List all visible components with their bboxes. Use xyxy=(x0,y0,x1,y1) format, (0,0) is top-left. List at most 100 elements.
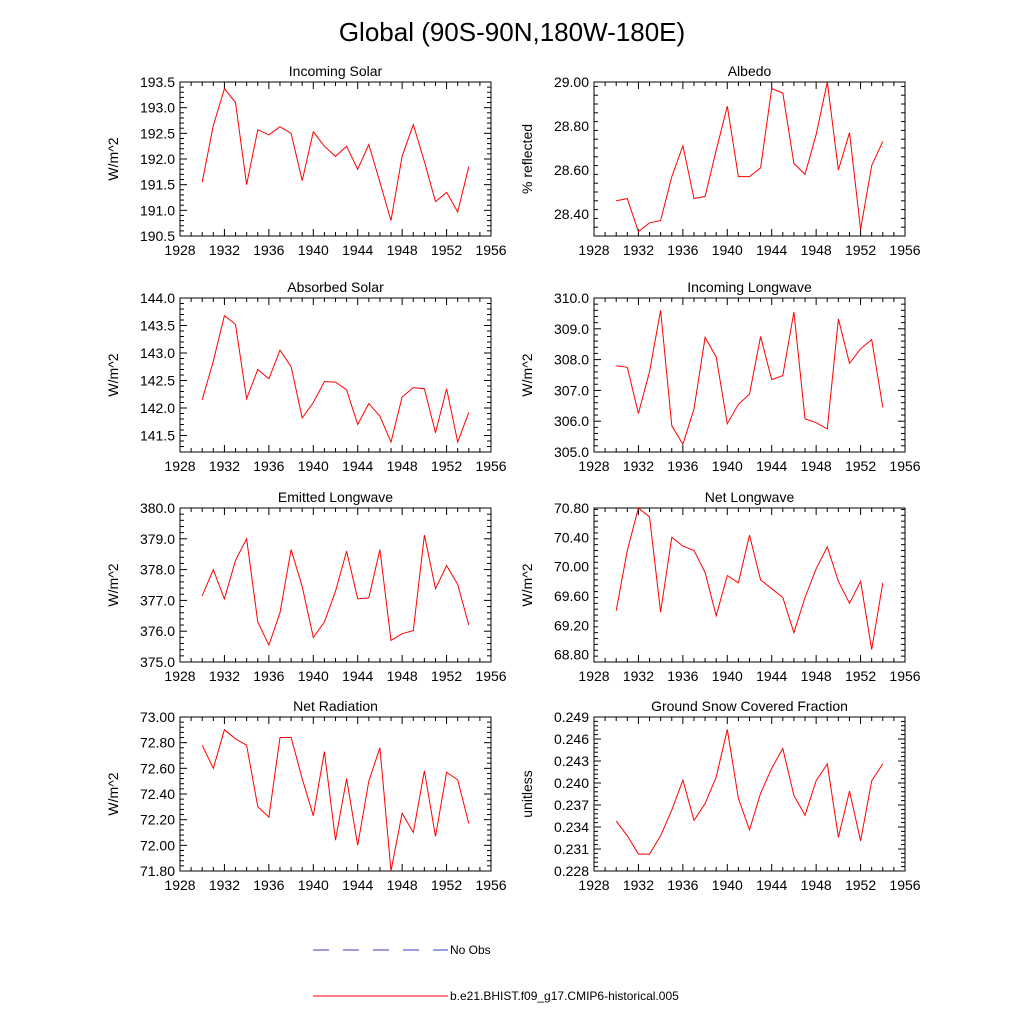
x-tick-label: 1944 xyxy=(342,458,373,474)
panel-title: Net Longwave xyxy=(705,489,795,505)
panel-title: Emitted Longwave xyxy=(278,489,393,505)
y-tick-label: 72.80 xyxy=(140,735,175,751)
x-tick-label: 1948 xyxy=(387,242,418,258)
x-tick-label: 1940 xyxy=(712,877,743,893)
y-tick-label: 143.5 xyxy=(140,318,175,334)
main-title: Global (90S-90N,180W-180E) xyxy=(339,17,685,47)
panel-2: Absorbed Solar W/m^2 1928 1932 1936 1940 1944 1… xyxy=(105,279,507,474)
y-tick-label: 308.0 xyxy=(554,352,589,368)
x-tick-label: 1952 xyxy=(431,877,462,893)
series-line xyxy=(201,314,470,444)
y-axis-label: W/m^2 xyxy=(105,563,121,606)
y-tick-label: 378.0 xyxy=(140,562,175,578)
y-tick-label: 73.00 xyxy=(140,709,175,725)
y-tick-label: 69.60 xyxy=(554,588,589,604)
y-tick-label: 0.246 xyxy=(554,731,589,747)
y-tick-label: 190.5 xyxy=(140,228,175,244)
y-tick-label: 0.237 xyxy=(554,797,589,813)
panel-5: Net Longwave W/m^2 1928 1932 1936 1940 1944 194… xyxy=(519,489,921,684)
x-tick-label: 1936 xyxy=(253,877,284,893)
y-tick-label: 377.0 xyxy=(140,592,175,608)
x-tick-label: 1940 xyxy=(298,877,329,893)
series-line xyxy=(615,507,884,650)
x-tick-label: 1936 xyxy=(667,458,698,474)
x-tick-label: 1936 xyxy=(667,877,698,893)
x-tick-label: 1936 xyxy=(253,242,284,258)
series-line xyxy=(201,728,470,872)
series-line xyxy=(616,310,884,446)
legend-label-model: b.e21.BHIST.f09_g17.CMIP6-historical.005 xyxy=(450,989,679,1003)
panel-0: Incoming Solar W/m^2 1928 1932 1936 1940 1944 1… xyxy=(105,63,507,258)
y-tick-label: 192.5 xyxy=(140,125,175,141)
x-tick-label: 1928 xyxy=(164,242,195,258)
x-tick-label: 1928 xyxy=(578,668,609,684)
x-tick-label: 1940 xyxy=(712,458,743,474)
y-tick-label: 193.5 xyxy=(140,74,175,90)
series-line xyxy=(201,534,470,647)
panel-4: Emitted Longwave W/m^2 1928 1932 1936 1940 194… xyxy=(105,489,507,684)
y-tick-label: 380.0 xyxy=(140,500,175,516)
x-tick-label: 1932 xyxy=(209,668,240,684)
panel-1: Albedo % reflected 1928 1932 1936 1940 1944 194… xyxy=(519,63,921,258)
panel-title: Incoming Longwave xyxy=(687,279,812,295)
y-tick-label: 376.0 xyxy=(140,623,175,639)
x-tick-label: 1944 xyxy=(756,668,787,684)
y-axis-label: W/m^2 xyxy=(105,353,121,396)
y-tick-label: 69.20 xyxy=(554,617,589,633)
series-line xyxy=(615,729,884,855)
y-tick-label: 28.80 xyxy=(554,118,589,134)
y-tick-label: 144.0 xyxy=(140,290,175,306)
x-tick-label: 1944 xyxy=(342,668,373,684)
x-tick-label: 1948 xyxy=(387,668,418,684)
panel-title: Net Radiation xyxy=(293,698,378,714)
x-tick-label: 1932 xyxy=(623,242,654,258)
x-tick-label: 1932 xyxy=(209,877,240,893)
x-tick-label: 1936 xyxy=(253,458,284,474)
x-tick-label: 1952 xyxy=(845,242,876,258)
y-tick-label: 28.60 xyxy=(554,162,589,178)
y-axis-label: W/m^2 xyxy=(105,772,121,815)
panel-6: Net Radiation W/m^2 1928 1932 1936 1940 1944 19… xyxy=(105,698,507,893)
x-tick-label: 1956 xyxy=(889,242,920,258)
panel-title: Albedo xyxy=(728,63,772,79)
x-tick-label: 1944 xyxy=(756,458,787,474)
x-tick-label: 1928 xyxy=(164,458,195,474)
y-tick-label: 309.0 xyxy=(554,321,589,337)
x-tick-label: 1956 xyxy=(475,668,506,684)
y-tick-label: 306.0 xyxy=(554,413,589,429)
legend-label-no-obs: No Obs xyxy=(450,943,491,957)
x-tick-label: 1944 xyxy=(756,242,787,258)
x-tick-label: 1928 xyxy=(164,877,195,893)
y-tick-label: 141.5 xyxy=(140,428,175,444)
x-tick-label: 1928 xyxy=(578,877,609,893)
y-axis-label: unitless xyxy=(519,770,535,817)
y-tick-label: 0.243 xyxy=(554,753,589,769)
panel-3: Incoming Longwave W/m^2 1928 1932 1936 1940 19… xyxy=(519,279,921,474)
x-tick-label: 1952 xyxy=(431,242,462,258)
y-tick-label: 70.00 xyxy=(554,559,589,575)
x-tick-label: 1956 xyxy=(889,458,920,474)
y-tick-label: 68.80 xyxy=(554,647,589,663)
y-tick-label: 142.5 xyxy=(140,373,175,389)
x-tick-label: 1932 xyxy=(623,668,654,684)
panel-frame xyxy=(593,716,906,872)
y-tick-label: 305.0 xyxy=(554,444,589,460)
x-tick-label: 1956 xyxy=(889,668,920,684)
y-tick-label: 72.00 xyxy=(140,837,175,853)
y-tick-label: 379.0 xyxy=(140,531,175,547)
y-axis-label: W/m^2 xyxy=(105,137,121,180)
y-tick-label: 70.80 xyxy=(554,500,589,516)
x-tick-label: 1940 xyxy=(712,668,743,684)
y-tick-label: 72.20 xyxy=(140,812,175,828)
x-tick-label: 1952 xyxy=(845,668,876,684)
x-tick-label: 1928 xyxy=(578,458,609,474)
y-tick-label: 192.0 xyxy=(140,151,175,167)
x-tick-label: 1940 xyxy=(298,458,329,474)
y-tick-label: 29.00 xyxy=(554,74,589,90)
y-tick-label: 72.60 xyxy=(140,760,175,776)
y-tick-label: 0.228 xyxy=(554,863,589,879)
x-tick-label: 1936 xyxy=(253,668,284,684)
series-line xyxy=(616,81,884,233)
y-tick-label: 72.40 xyxy=(140,786,175,802)
y-tick-label: 0.231 xyxy=(554,841,589,857)
